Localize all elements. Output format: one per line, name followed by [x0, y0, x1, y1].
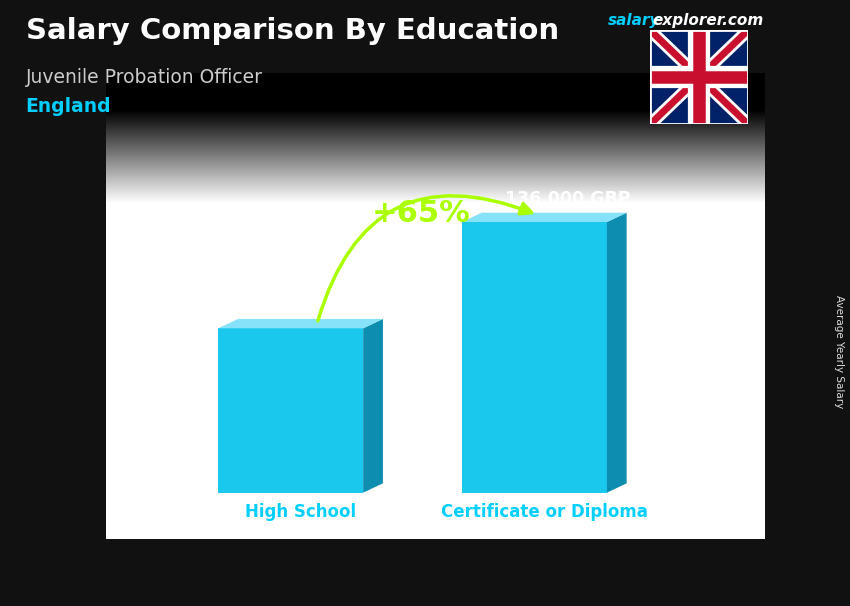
Polygon shape	[462, 213, 626, 222]
Text: +65%: +65%	[371, 199, 470, 228]
Polygon shape	[363, 319, 382, 493]
Text: explorer.com: explorer.com	[653, 13, 764, 28]
Text: 82,600 GBP: 82,600 GBP	[230, 295, 344, 313]
Text: 136,000 GBP: 136,000 GBP	[505, 190, 630, 208]
Bar	[218, 328, 363, 493]
Text: England: England	[26, 97, 111, 116]
Polygon shape	[607, 213, 626, 493]
Bar	[462, 222, 607, 493]
Text: High School: High School	[245, 503, 356, 521]
Polygon shape	[218, 319, 382, 328]
Text: Certificate or Diploma: Certificate or Diploma	[441, 503, 648, 521]
Text: salary: salary	[608, 13, 660, 28]
Text: Average Yearly Salary: Average Yearly Salary	[834, 295, 844, 408]
Text: Juvenile Probation Officer: Juvenile Probation Officer	[26, 68, 263, 87]
Text: Salary Comparison By Education: Salary Comparison By Education	[26, 17, 558, 45]
